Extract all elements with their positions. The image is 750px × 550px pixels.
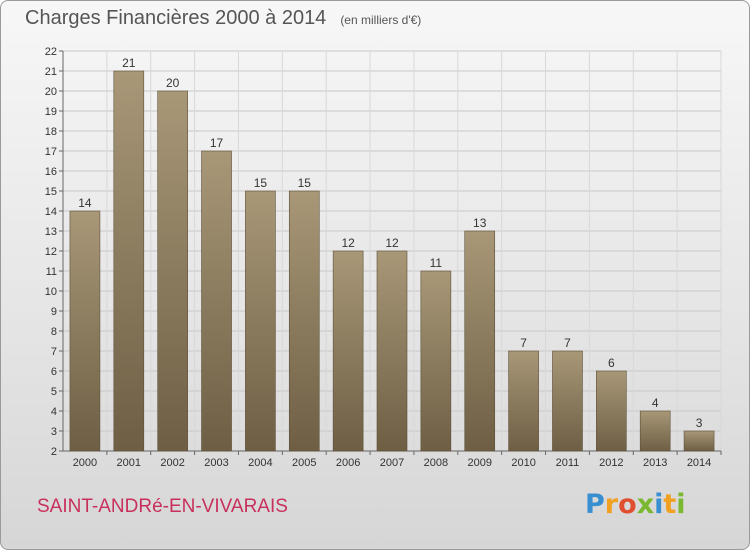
data-label-2012: 6 [608,356,615,370]
data-label-2001: 21 [122,56,136,70]
y-tick-label: 15 [45,186,57,198]
bar-2000 [69,210,101,452]
logo-letter: i [654,489,664,520]
x-tick-label-2014: 2014 [687,457,711,469]
logo-letter: t [663,489,677,520]
bar-2007 [376,250,408,452]
bar-2004 [245,190,276,452]
x-tick-label-2002: 2002 [160,457,184,469]
x-tick-label-2003: 2003 [204,457,228,469]
chart-title: Charges Financières 2000 à 2014 (en milli… [25,7,421,30]
y-tick-label: 9 [51,306,57,318]
data-label-2007: 12 [385,236,399,250]
x-tick-label-2004: 2004 [248,457,272,469]
bar-2006 [332,250,364,452]
y-tick-label: 14 [45,206,57,218]
data-label-2011: 7 [564,336,571,350]
y-tick-label: 12 [45,246,57,258]
y-tick-label: 2 [51,446,57,458]
data-label-2010: 7 [520,336,527,350]
logo-letter: o [618,489,637,520]
bar-2003 [201,150,232,452]
bar-2010 [508,350,539,452]
bar-2008 [420,270,452,452]
x-tick-label-2000: 2000 [73,457,97,469]
data-label-2004: 15 [254,176,268,190]
chart-title-text: Charges Financières 2000 à 2014 [25,7,327,29]
x-tick-label-2012: 2012 [599,457,623,469]
x-tick-label-2006: 2006 [336,457,360,469]
y-tick-label: 10 [45,286,57,298]
y-tick-label: 17 [45,146,57,158]
x-tick-label-2001: 2001 [117,457,141,469]
bar-2009 [464,230,496,452]
y-tick-label: 19 [45,106,57,118]
data-label-2003: 17 [210,136,224,150]
logo-letter: P [585,489,605,520]
data-label-2000: 14 [78,196,92,210]
data-label-2005: 15 [298,176,312,190]
chart-unit: (en milliers d'€) [340,13,422,27]
x-tick-label-2010: 2010 [511,457,535,469]
y-tick-label: 16 [45,166,57,178]
y-tick-label: 21 [45,66,57,78]
x-tick-label-2005: 2005 [292,457,316,469]
y-tick-label: 22 [45,46,57,58]
y-tick-label: 18 [45,126,57,138]
bar-2005 [288,190,320,452]
proxiti-logo: Proxiti [585,489,686,520]
bar-2011 [552,350,583,452]
data-label-2014: 3 [696,416,703,430]
logo-letter: x [636,489,655,520]
y-tick-label: 11 [46,266,57,278]
bar-2014 [683,430,715,452]
data-label-2009: 13 [473,216,487,230]
x-tick-label-2011: 2011 [556,457,580,469]
bar-2001 [113,70,145,452]
x-tick-label-2008: 2008 [424,457,448,469]
logo-letter: r [604,489,619,520]
y-tick-label: 8 [51,326,57,338]
data-label-2013: 4 [652,396,659,410]
x-tick-label-2013: 2013 [643,457,667,469]
x-tick-label-2009: 2009 [467,457,491,469]
bar-2002 [157,90,188,452]
y-tick-label: 20 [45,86,57,98]
y-tick-label: 7 [51,346,57,358]
data-label-2002: 20 [166,76,180,90]
data-label-2008: 11 [430,256,443,270]
bar-2012 [596,370,627,452]
y-tick-label: 13 [45,226,57,238]
y-tick-label: 6 [51,366,57,378]
y-tick-label: 5 [51,386,57,398]
bar-2013 [639,410,671,452]
x-tick-label-2007: 2007 [380,457,404,469]
town-name: SAINT-ANDRé-EN-VIVARAIS [37,496,288,517]
y-tick-label: 3 [51,426,57,438]
logo-letter: i [676,489,686,520]
y-tick-label: 4 [51,406,57,418]
data-label-2006: 12 [341,236,355,250]
